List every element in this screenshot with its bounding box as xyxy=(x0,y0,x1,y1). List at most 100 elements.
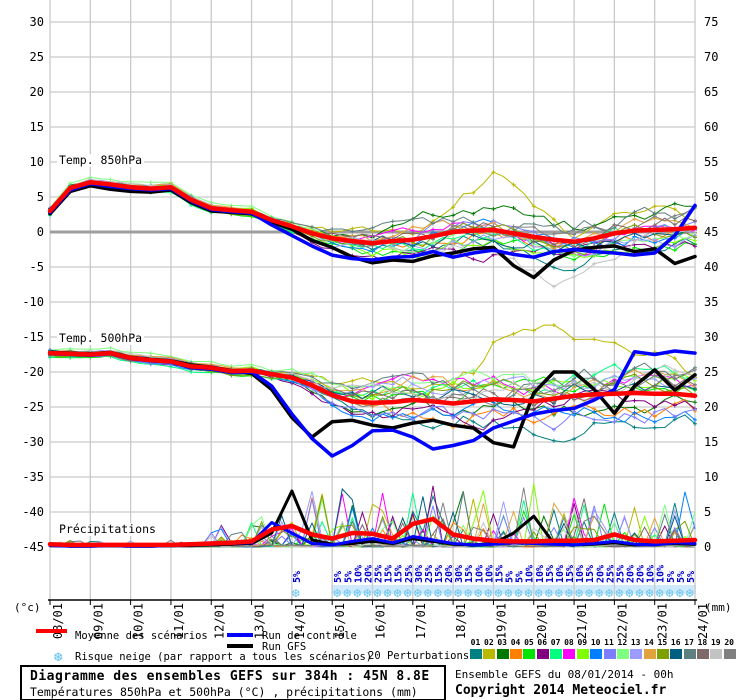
snowflake-icon: ❆ xyxy=(575,586,583,601)
snowflake-icon: ❆ xyxy=(414,586,422,601)
date-label: 13/01 xyxy=(253,603,267,639)
snowflake-icon: ❆ xyxy=(616,586,624,601)
date-label: 12/01 xyxy=(212,603,226,639)
snow-pct-label: 5% xyxy=(515,571,526,583)
snow-pct-label: 30% xyxy=(454,565,465,583)
snowflake-icon: ❆ xyxy=(384,586,392,601)
legend-gfs-label: Run GFS xyxy=(262,641,307,653)
snowflake-icon: ❆ xyxy=(424,586,432,601)
snow-pct-label: 5% xyxy=(333,571,344,583)
date-label: 11/01 xyxy=(172,603,186,639)
snowflake-icon: ❆ xyxy=(464,586,472,601)
snowflake-icon: ❆ xyxy=(364,586,372,601)
perturbation-swatch-13 xyxy=(630,649,643,659)
perturbation-swatch-20 xyxy=(723,649,736,659)
tick-label-right: 55 xyxy=(704,155,718,169)
tick-label-right: 30 xyxy=(704,330,718,344)
perturbation-number-08: 08 xyxy=(564,638,574,647)
perturbation-swatch-15 xyxy=(656,649,669,659)
date-label: 08/01 xyxy=(51,603,65,639)
snowflake-icon: ❆ xyxy=(474,586,482,601)
title-box: Diagramme des ensembles GEFS sur 384h : … xyxy=(20,665,446,700)
tick-label-left: -45 xyxy=(22,540,44,554)
tick-label-left: 15 xyxy=(30,120,44,134)
snowflake-icon: ❆ xyxy=(525,586,533,601)
perturbation-swatch-16 xyxy=(670,649,683,659)
tick-label-left: 10 xyxy=(30,155,44,169)
gfs-line-swatch xyxy=(227,644,253,648)
snow-pct-label: 10% xyxy=(656,565,667,583)
tick-label-left: 5 xyxy=(37,190,44,204)
date-label: 16/01 xyxy=(374,603,388,639)
snowflake-icon: ❆ xyxy=(686,586,694,601)
panel-label-850: Temp. 850hPa xyxy=(57,153,145,167)
perturbation-swatch-04 xyxy=(510,649,523,659)
tick-label-left: -5 xyxy=(30,260,44,274)
tick-label-right: 75 xyxy=(704,15,718,29)
perturbation-swatch-03 xyxy=(496,649,509,659)
perturbation-number-15: 15 xyxy=(657,638,668,647)
date-label: 15/01 xyxy=(333,603,347,639)
snowflake-icon: ❆ xyxy=(666,586,674,601)
snow-risk-icon: ❆ xyxy=(54,649,63,665)
date-label: 14/01 xyxy=(293,603,307,639)
tick-label-right: 25 xyxy=(704,365,718,379)
snow-pct-label: 15% xyxy=(384,565,395,583)
perturbation-number-01: 01 xyxy=(470,638,481,647)
snow-pct-label: 25% xyxy=(404,565,415,583)
date-label: 22/01 xyxy=(615,603,629,639)
tick-label-left: -20 xyxy=(22,365,44,379)
snowflake-icon: ❆ xyxy=(292,586,300,601)
perturbation-swatch-07 xyxy=(550,649,563,659)
snowflake-icon: ❆ xyxy=(535,586,543,601)
tick-label-right: 0 xyxy=(704,540,711,554)
tick-label-right: 35 xyxy=(704,295,718,309)
snow-pct-label: 15% xyxy=(464,565,475,583)
snow-pct-label: 20% xyxy=(363,565,374,583)
mean-line-swatch xyxy=(36,629,67,633)
snowflake-icon: ❆ xyxy=(646,586,654,601)
tick-label-left: 30 xyxy=(30,15,44,29)
right-axis-unit: (mm) xyxy=(705,601,732,614)
tick-label-left: 20 xyxy=(30,85,44,99)
perturbation-number-19: 19 xyxy=(710,638,721,647)
date-label: 17/01 xyxy=(414,603,428,639)
snowflake-icon: ❆ xyxy=(343,586,351,601)
snow-pct-label: 20% xyxy=(636,565,647,583)
perturbation-swatch-09 xyxy=(576,649,589,659)
perturbation-number-10: 10 xyxy=(590,638,601,647)
tick-label-right: 10 xyxy=(704,470,718,484)
snow-pct-label: 25% xyxy=(605,565,616,583)
snow-pct-label: 10% xyxy=(555,565,566,583)
perturbation-swatch-11 xyxy=(603,649,616,659)
snowflake-icon: ❆ xyxy=(595,586,603,601)
perturbation-swatch-19 xyxy=(710,649,723,659)
legend-snow-label: Risque neige (par rapport a tous les scé… xyxy=(75,651,373,663)
tick-label-right: 60 xyxy=(704,120,718,134)
diagram-subtitle: Températures 850hPa et 500hPa (°C) , pré… xyxy=(30,685,418,699)
snowflake-icon: ❆ xyxy=(454,586,462,601)
tick-label-left: 0 xyxy=(37,225,44,239)
perturbation-number-13: 13 xyxy=(630,638,641,647)
snow-pct-label: 20% xyxy=(444,565,455,583)
tick-label-left: -40 xyxy=(22,505,44,519)
snowflake-icon: ❆ xyxy=(404,586,412,601)
snow-pct-label: 15% xyxy=(585,565,596,583)
snowflake-icon: ❆ xyxy=(444,586,452,601)
panel-label-precip: Précipitations xyxy=(57,522,158,536)
snowflake-icon: ❆ xyxy=(505,586,513,601)
legend-mean-label: Moyenne des scénarios xyxy=(75,630,208,642)
date-label: 10/01 xyxy=(132,603,146,639)
snowflake-icon: ❆ xyxy=(374,586,382,601)
snowflake-icon: ❆ xyxy=(585,586,593,601)
tick-label-left: -30 xyxy=(22,435,44,449)
perturbation-number-20: 20 xyxy=(724,638,734,647)
perturbation-number-09: 09 xyxy=(577,638,588,647)
copyright: Copyright 2014 Meteociel.fr xyxy=(455,683,667,698)
tick-label-left: -35 xyxy=(22,470,44,484)
tick-label-right: 40 xyxy=(704,260,718,274)
snow-pct-label: 10% xyxy=(646,565,657,583)
tick-label-right: 45 xyxy=(704,225,718,239)
snow-pct-label: 25% xyxy=(374,565,385,583)
snow-pct-label: 5% xyxy=(686,571,697,583)
